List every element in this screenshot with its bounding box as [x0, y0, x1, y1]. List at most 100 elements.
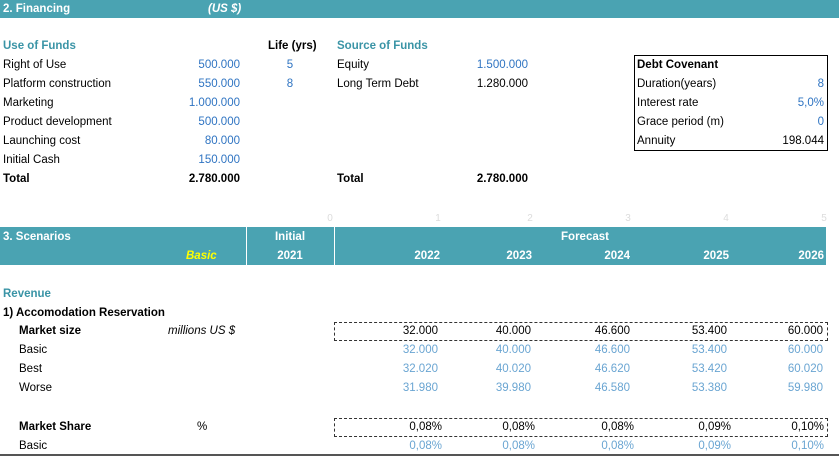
period-index: 2 [527, 213, 533, 224]
accommodation-header: 1) Accomodation Reservation [3, 307, 165, 319]
initial-label: Initial [274, 231, 306, 243]
scenario-cell[interactable]: 0,08% [601, 440, 634, 452]
period-index: 1 [435, 213, 441, 224]
debt-covenant-title: Debt Covenant [637, 59, 719, 71]
use-label: Platform construction [3, 78, 112, 90]
covenant-value: 198.044 [782, 135, 824, 147]
market-share-highlight-box [334, 418, 828, 437]
scenario-row-label: Basic [19, 344, 48, 356]
market-size-unit: millions US $ [168, 325, 236, 337]
scenarios-header-band [0, 227, 826, 265]
debt-covenant-box [634, 55, 828, 151]
use-value[interactable]: 550.000 [198, 78, 240, 90]
market-share-value: 0,10% [791, 421, 824, 433]
period-index: 3 [625, 213, 631, 224]
scenario-cell[interactable]: 32.000 [402, 344, 438, 356]
covenant-label: Annuity [637, 135, 676, 147]
scenario-cell[interactable]: 0,08% [502, 440, 535, 452]
financing-header-band [0, 0, 839, 18]
use-value[interactable]: 500.000 [198, 59, 240, 71]
source-label: Equity [337, 59, 369, 71]
covenant-value[interactable]: 0 [817, 116, 824, 128]
use-value[interactable]: 1.000.000 [188, 97, 240, 109]
covenant-value[interactable]: 8 [817, 78, 824, 90]
selected-scenario[interactable]: Basic [186, 250, 217, 262]
forecast-year: 2026 [798, 250, 824, 262]
scenario-cell[interactable]: 39.980 [495, 382, 531, 394]
period-index: 5 [821, 213, 827, 224]
bottom-edge [0, 454, 839, 456]
market-share-value: 0,08% [502, 421, 535, 433]
scenario-cell[interactable]: 32.020 [402, 363, 438, 375]
source-value[interactable]: 1.500.000 [476, 59, 528, 71]
market-size-value: 32.000 [402, 325, 438, 337]
market-share-value: 0,09% [698, 421, 731, 433]
market-share-unit: % [197, 421, 208, 433]
scenario-cell[interactable]: 40.020 [495, 363, 531, 375]
scenario-cell[interactable]: 60.000 [787, 344, 823, 356]
scenarios-title: 3. Scenarios [3, 231, 71, 243]
market-size-value: 46.600 [594, 325, 630, 337]
scenario-cell[interactable]: 0,09% [698, 440, 731, 452]
use-life[interactable]: 8 [286, 78, 294, 90]
use-label: Launching cost [3, 135, 81, 147]
scenario-row-label: Basic [19, 440, 48, 452]
use-label: Marketing [3, 97, 54, 109]
uses-total-value: 2.780.000 [188, 173, 240, 185]
scenario-cell[interactable]: 59.980 [787, 382, 823, 394]
market-share-label: Market Share [19, 421, 92, 433]
sources-total-value: 2.780.000 [476, 173, 528, 185]
scenario-cell[interactable]: 60.020 [787, 363, 823, 375]
covenant-value[interactable]: 5,0% [797, 97, 824, 109]
forecast-year: 2024 [604, 250, 630, 262]
use-value[interactable]: 150.000 [198, 154, 240, 166]
band-separator [334, 227, 335, 265]
financing-title: 2. Financing [3, 3, 71, 15]
scenario-cell[interactable]: 53.400 [691, 344, 727, 356]
sources-total-label: Total [337, 173, 364, 185]
market-size-label: Market size [19, 325, 82, 337]
market-share-value: 0,08% [409, 421, 442, 433]
forecast-year: 2023 [506, 250, 532, 262]
source-label: Long Term Debt [337, 78, 419, 90]
market-size-value: 53.400 [691, 325, 727, 337]
market-share-value: 0,08% [601, 421, 634, 433]
period-index: 0 [327, 213, 333, 224]
covenant-label: Grace period (m) [637, 116, 724, 128]
period-index: 4 [723, 213, 729, 224]
market-size-value: 60.000 [787, 325, 823, 337]
forecast-label: Forecast [561, 231, 609, 243]
scenario-cell[interactable]: 31.980 [402, 382, 438, 394]
use-label: Right of Use [3, 59, 67, 71]
source-of-funds-header: Source of Funds [337, 40, 428, 52]
scenario-cell[interactable]: 53.420 [691, 363, 727, 375]
use-label: Product development [3, 116, 112, 128]
scenario-cell[interactable]: 46.620 [594, 363, 630, 375]
use-label: Initial Cash [3, 154, 60, 166]
market-size-highlight-box [334, 322, 828, 341]
covenant-label: Duration(years) [637, 78, 717, 90]
revenue-header: Revenue [3, 288, 51, 300]
forecast-year: 2025 [703, 250, 729, 262]
market-size-value: 40.000 [495, 325, 531, 337]
initial-year: 2021 [277, 250, 303, 262]
use-life[interactable]: 5 [286, 59, 294, 71]
scenario-row-label: Worse [19, 382, 53, 394]
forecast-year: 2022 [414, 250, 440, 262]
use-value[interactable]: 80.000 [204, 135, 240, 147]
scenario-cell[interactable]: 40.000 [495, 344, 531, 356]
use-of-funds-header: Use of Funds [3, 40, 76, 52]
scenario-cell[interactable]: 0,10% [791, 440, 824, 452]
scenario-row-label: Best [19, 363, 43, 375]
covenant-label: Interest rate [637, 97, 699, 109]
scenario-cell[interactable]: 0,08% [409, 440, 442, 452]
life-header: Life (yrs) [268, 40, 317, 52]
uses-total-label: Total [3, 173, 30, 185]
scenario-cell[interactable]: 53.380 [691, 382, 727, 394]
scenario-cell[interactable]: 46.580 [594, 382, 630, 394]
scenario-cell[interactable]: 46.600 [594, 344, 630, 356]
use-value[interactable]: 500.000 [198, 116, 240, 128]
currency-label: (US $) [208, 3, 242, 15]
source-value: 1.280.000 [476, 78, 528, 90]
band-separator [246, 227, 247, 265]
